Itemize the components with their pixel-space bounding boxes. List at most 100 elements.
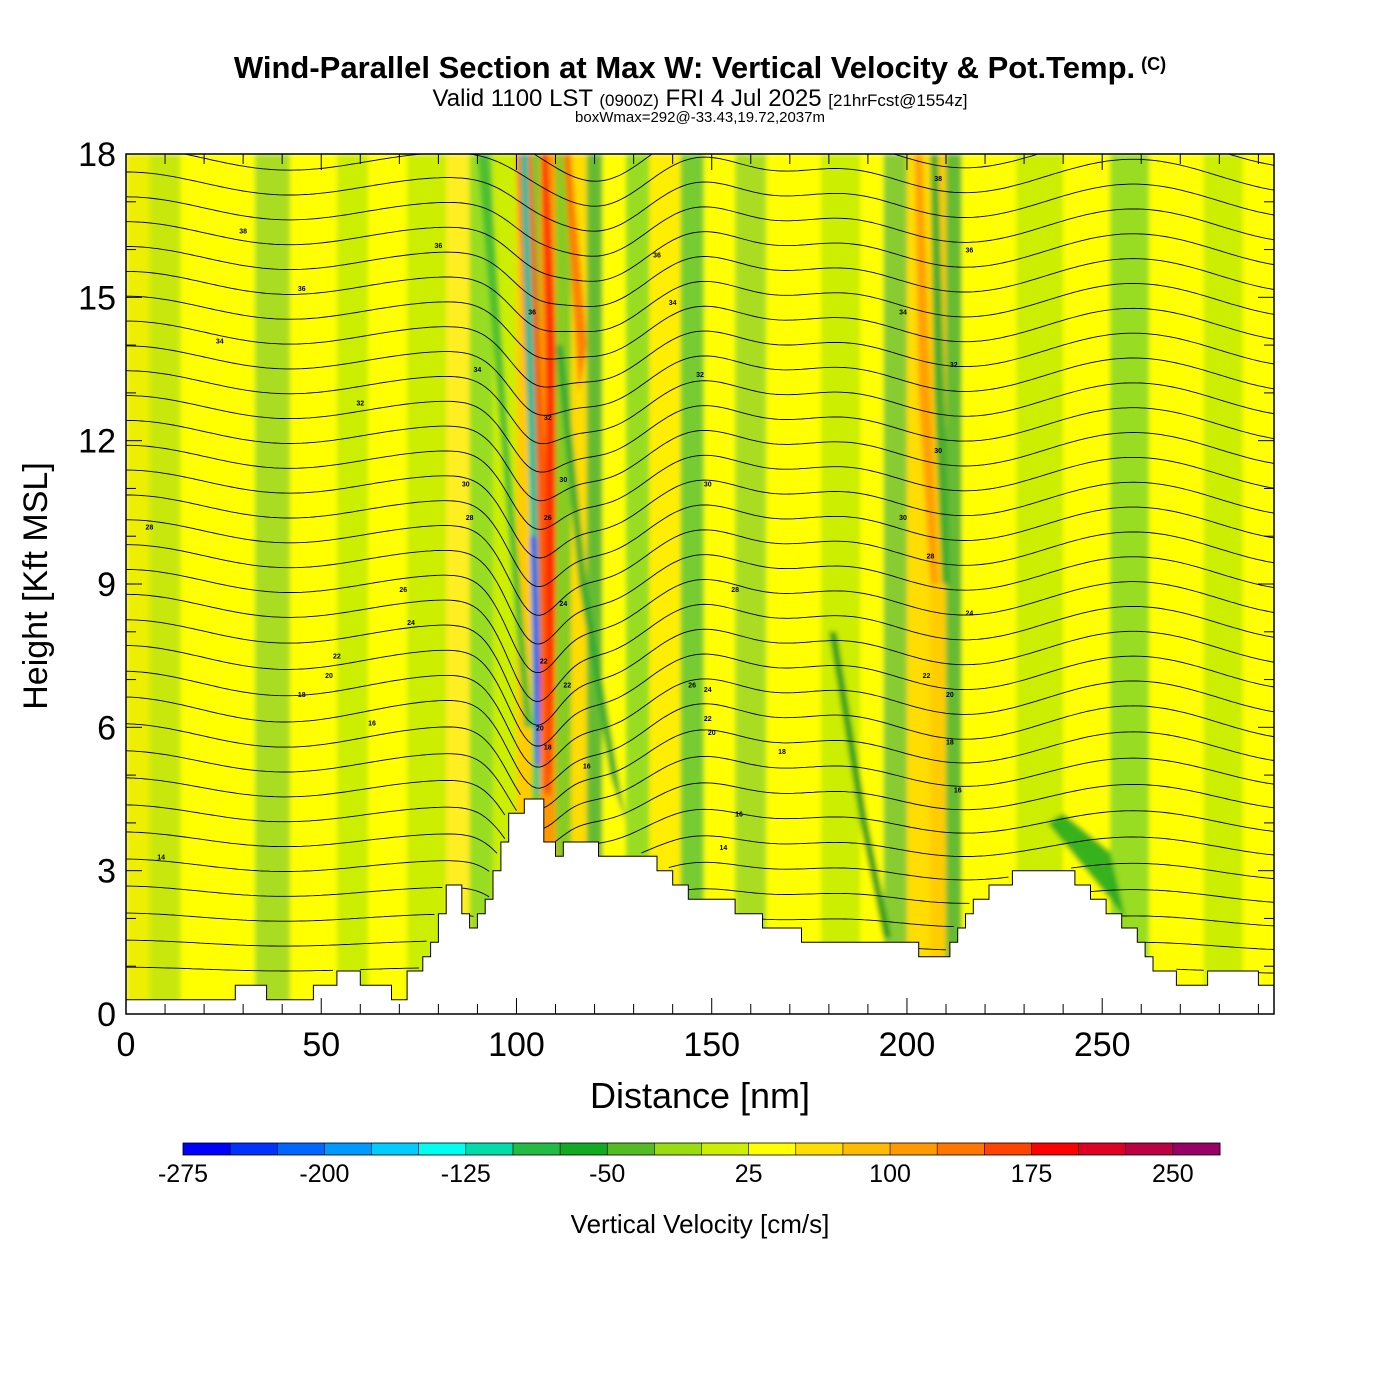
velocity-field: 38 36 34 32 28 26 24 22 20 18 16 14 36 34 36 32 30 30 28 26… bbox=[126, 154, 1274, 1014]
contour-label: 16 bbox=[735, 811, 743, 818]
colorbar-swatch bbox=[560, 1143, 608, 1155]
contour-label: 24 bbox=[966, 611, 974, 618]
theta-contour bbox=[126, 270, 1274, 333]
colorbar-swatch bbox=[1172, 1143, 1221, 1155]
theta-contour bbox=[126, 569, 1274, 674]
contour-label: 30 bbox=[899, 515, 907, 522]
contour-label: 28 bbox=[926, 553, 934, 560]
velocity-band bbox=[149, 154, 182, 1014]
theta-contour bbox=[126, 519, 1274, 616]
velocity-band bbox=[368, 154, 409, 1014]
valid-date: FRI 4 Jul 2025 bbox=[665, 85, 822, 112]
theta-contour bbox=[126, 295, 1274, 360]
colorbar-tick-label: -125 bbox=[441, 1160, 491, 1188]
contour-label: 16 bbox=[368, 721, 376, 728]
contour-label: 18 bbox=[946, 740, 954, 747]
velocity-band bbox=[735, 154, 768, 1014]
velocity-band bbox=[407, 154, 448, 1014]
y-tick-label: 3 bbox=[97, 853, 116, 891]
y-tick-label: 15 bbox=[78, 279, 116, 317]
contour-label: 22 bbox=[563, 682, 571, 689]
x-tick-label: 150 bbox=[683, 1026, 740, 1064]
contour-label: 32 bbox=[696, 372, 704, 379]
theta-contour bbox=[126, 221, 1274, 282]
velocity-band bbox=[336, 154, 370, 1014]
contour-label: 28 bbox=[731, 587, 739, 594]
velocity-band bbox=[1149, 154, 1205, 1014]
y-tick-label: 0 bbox=[97, 996, 116, 1034]
copyright-mark: (C) bbox=[1141, 54, 1167, 74]
colorbar-swatch bbox=[1078, 1143, 1127, 1155]
theta-contour bbox=[126, 966, 1274, 974]
theta-contour bbox=[126, 750, 1274, 829]
contour-label: 16 bbox=[954, 787, 962, 794]
theta-contour bbox=[126, 804, 1274, 844]
velocity-streak bbox=[563, 154, 587, 393]
theta-contour bbox=[126, 469, 1274, 559]
velocity-band bbox=[446, 154, 471, 1014]
contour-label: 22 bbox=[923, 673, 931, 680]
colorbar-swatch bbox=[418, 1143, 467, 1155]
contour-label: 32 bbox=[950, 362, 958, 369]
colorbar-swatch bbox=[607, 1143, 655, 1155]
velocity-band bbox=[961, 154, 1018, 1014]
contour-label: 30 bbox=[934, 448, 942, 455]
contour-label: 26 bbox=[688, 682, 696, 689]
contour-label: 30 bbox=[704, 482, 712, 489]
colorbar-swatch bbox=[1031, 1143, 1080, 1155]
contour-label: 22 bbox=[333, 654, 341, 661]
velocity-band bbox=[703, 154, 737, 1014]
theta-contour bbox=[182, 154, 1274, 207]
theta-contour bbox=[126, 444, 1274, 530]
contour-label: 24 bbox=[559, 601, 567, 608]
velocity-band bbox=[1110, 154, 1151, 1014]
theta-contour bbox=[126, 544, 1274, 645]
y-axis-label: Height [Kft MSL] bbox=[17, 462, 55, 710]
colorbar-tick-label: -200 bbox=[299, 1160, 349, 1188]
contour-label: 30 bbox=[559, 477, 567, 484]
theta-contour bbox=[126, 885, 1274, 904]
chart-title-main: Wind-Parallel Section at Max W: Vertical… bbox=[233, 50, 1136, 85]
colorbar-tick-label: 250 bbox=[1152, 1160, 1194, 1188]
colorbar: -275 -200 -125 -50 25 100 175 250 bbox=[158, 1142, 1221, 1188]
y-tick-label: 6 bbox=[97, 709, 116, 747]
contour-label: 28 bbox=[146, 525, 154, 532]
contour-label: 28 bbox=[466, 515, 474, 522]
velocity-band bbox=[821, 154, 862, 1014]
forecast-info: [21hrFcst@1554z] bbox=[828, 91, 968, 110]
velocity-band bbox=[254, 154, 291, 1014]
colorbar-swatch bbox=[324, 1143, 373, 1155]
colorbar-swatch bbox=[277, 1143, 325, 1155]
contour-label: 26 bbox=[544, 515, 552, 522]
colorbar-label: Vertical Velocity [cm/s] bbox=[571, 1209, 830, 1239]
theta-contour bbox=[126, 619, 1274, 726]
contour-label: 18 bbox=[544, 744, 552, 751]
contour-label: 24 bbox=[704, 687, 712, 694]
x-tick-label: 50 bbox=[302, 1026, 340, 1064]
contour-label: 20 bbox=[325, 673, 333, 680]
colorbar-swatch bbox=[371, 1143, 420, 1155]
contour-label: 36 bbox=[528, 310, 536, 317]
contour-label: 34 bbox=[474, 367, 482, 374]
chart-title: Wind-Parallel Section at Max W: Vertical… bbox=[0, 50, 1400, 86]
theta-contour bbox=[126, 345, 1274, 416]
contour-label: 18 bbox=[778, 749, 786, 756]
contour-label: 16 bbox=[583, 764, 591, 771]
x-tick-label: 100 bbox=[488, 1026, 545, 1064]
theta-contour bbox=[126, 246, 1274, 307]
contour-label: 22 bbox=[704, 716, 712, 723]
velocity-streak bbox=[530, 536, 540, 766]
contour-label: 36 bbox=[966, 248, 974, 255]
colorbar-swatch bbox=[1125, 1143, 1174, 1155]
potential-temperature-contours bbox=[126, 154, 1274, 974]
velocity-band bbox=[680, 154, 705, 1014]
theta-contour bbox=[126, 645, 1274, 747]
chart-subtitle: Valid 1100 LST (0900Z) FRI 4 Jul 2025 [2… bbox=[0, 86, 1400, 114]
theta-contour bbox=[126, 670, 1274, 768]
y-tick-label: 9 bbox=[97, 566, 116, 604]
velocity-streak bbox=[541, 154, 556, 776]
contour-label: 14 bbox=[720, 845, 728, 852]
theta-contour bbox=[126, 419, 1274, 502]
contour-label: 20 bbox=[536, 725, 544, 732]
theta-contour bbox=[126, 320, 1274, 388]
